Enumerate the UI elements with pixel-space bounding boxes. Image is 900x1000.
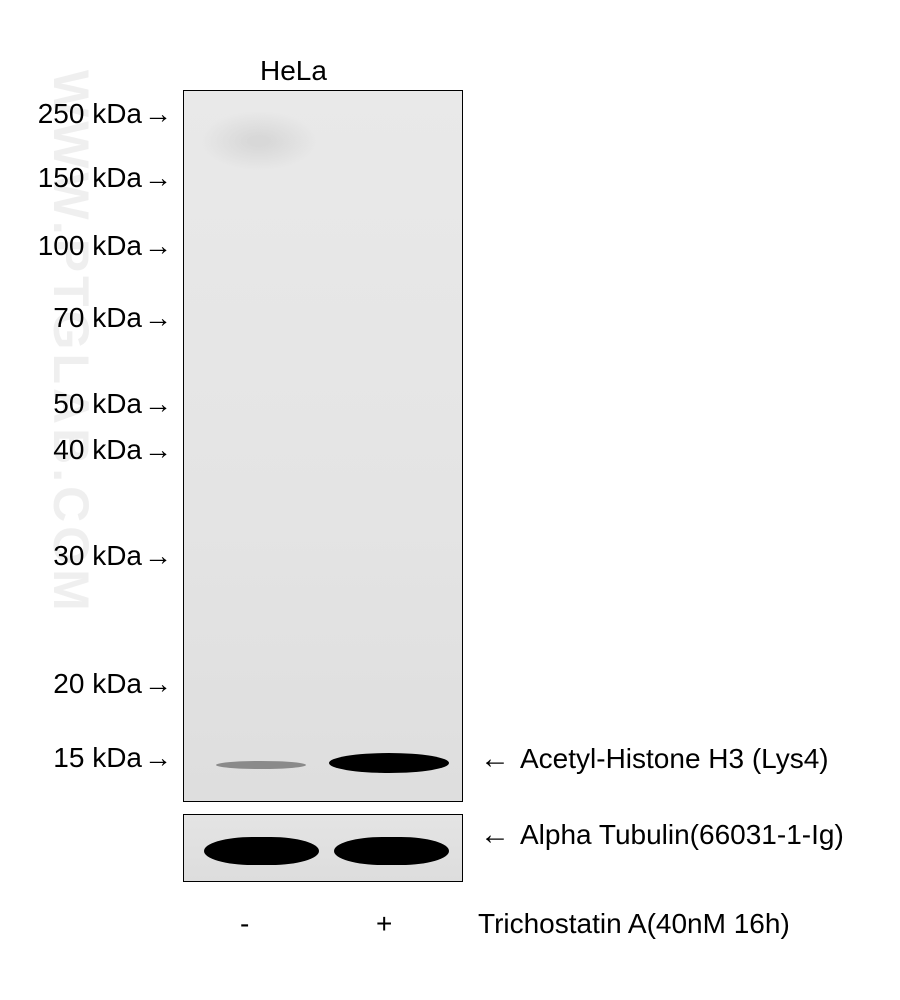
- mw-marker: 20 kDa→: [12, 668, 172, 700]
- arrow-right-icon: →: [144, 388, 172, 420]
- main-blot-inner: [184, 91, 462, 801]
- band-annotation-label: Acetyl-Histone H3 (Lys4): [520, 743, 829, 775]
- treatment-minus: -: [240, 908, 249, 940]
- blot-band: [204, 837, 319, 865]
- mw-marker: 100 kDa→: [12, 230, 172, 262]
- band-annotation: ← Alpha Tubulin(66031-1-Ig): [480, 818, 844, 852]
- mw-marker: 40 kDa→: [12, 434, 172, 466]
- treatment-plus: +: [376, 908, 392, 940]
- arrow-right-icon: →: [144, 434, 172, 466]
- blot-band: [329, 753, 449, 773]
- mw-marker: 150 kDa→: [12, 162, 172, 194]
- mw-marker: 15 kDa→: [12, 742, 172, 774]
- arrow-right-icon: →: [144, 668, 172, 700]
- watermark-text: WWW.PTGLAB.COM: [42, 70, 100, 615]
- arrow-left-icon: ←: [480, 742, 510, 776]
- loading-blot-inner: [184, 815, 462, 881]
- band-annotation-label: Alpha Tubulin(66031-1-Ig): [520, 819, 844, 851]
- arrow-left-icon: ←: [480, 818, 510, 852]
- blot-band: [216, 761, 306, 769]
- arrow-right-icon: →: [144, 302, 172, 334]
- mw-marker: 250 kDa→: [12, 98, 172, 130]
- arrow-right-icon: →: [144, 230, 172, 262]
- arrow-right-icon: →: [144, 540, 172, 572]
- arrow-right-icon: →: [144, 742, 172, 774]
- blot-smudge: [199, 111, 319, 171]
- arrow-right-icon: →: [144, 162, 172, 194]
- sample-label: HeLa: [260, 55, 327, 87]
- treatment-description: Trichostatin A(40nM 16h): [478, 908, 790, 940]
- band-annotation: ← Acetyl-Histone H3 (Lys4): [480, 742, 829, 776]
- main-blot-panel: [183, 90, 463, 802]
- blot-band: [334, 837, 449, 865]
- mw-marker: 30 kDa→: [12, 540, 172, 572]
- loading-control-panel: [183, 814, 463, 882]
- mw-marker: 70 kDa→: [12, 302, 172, 334]
- mw-marker: 50 kDa→: [12, 388, 172, 420]
- arrow-right-icon: →: [144, 98, 172, 130]
